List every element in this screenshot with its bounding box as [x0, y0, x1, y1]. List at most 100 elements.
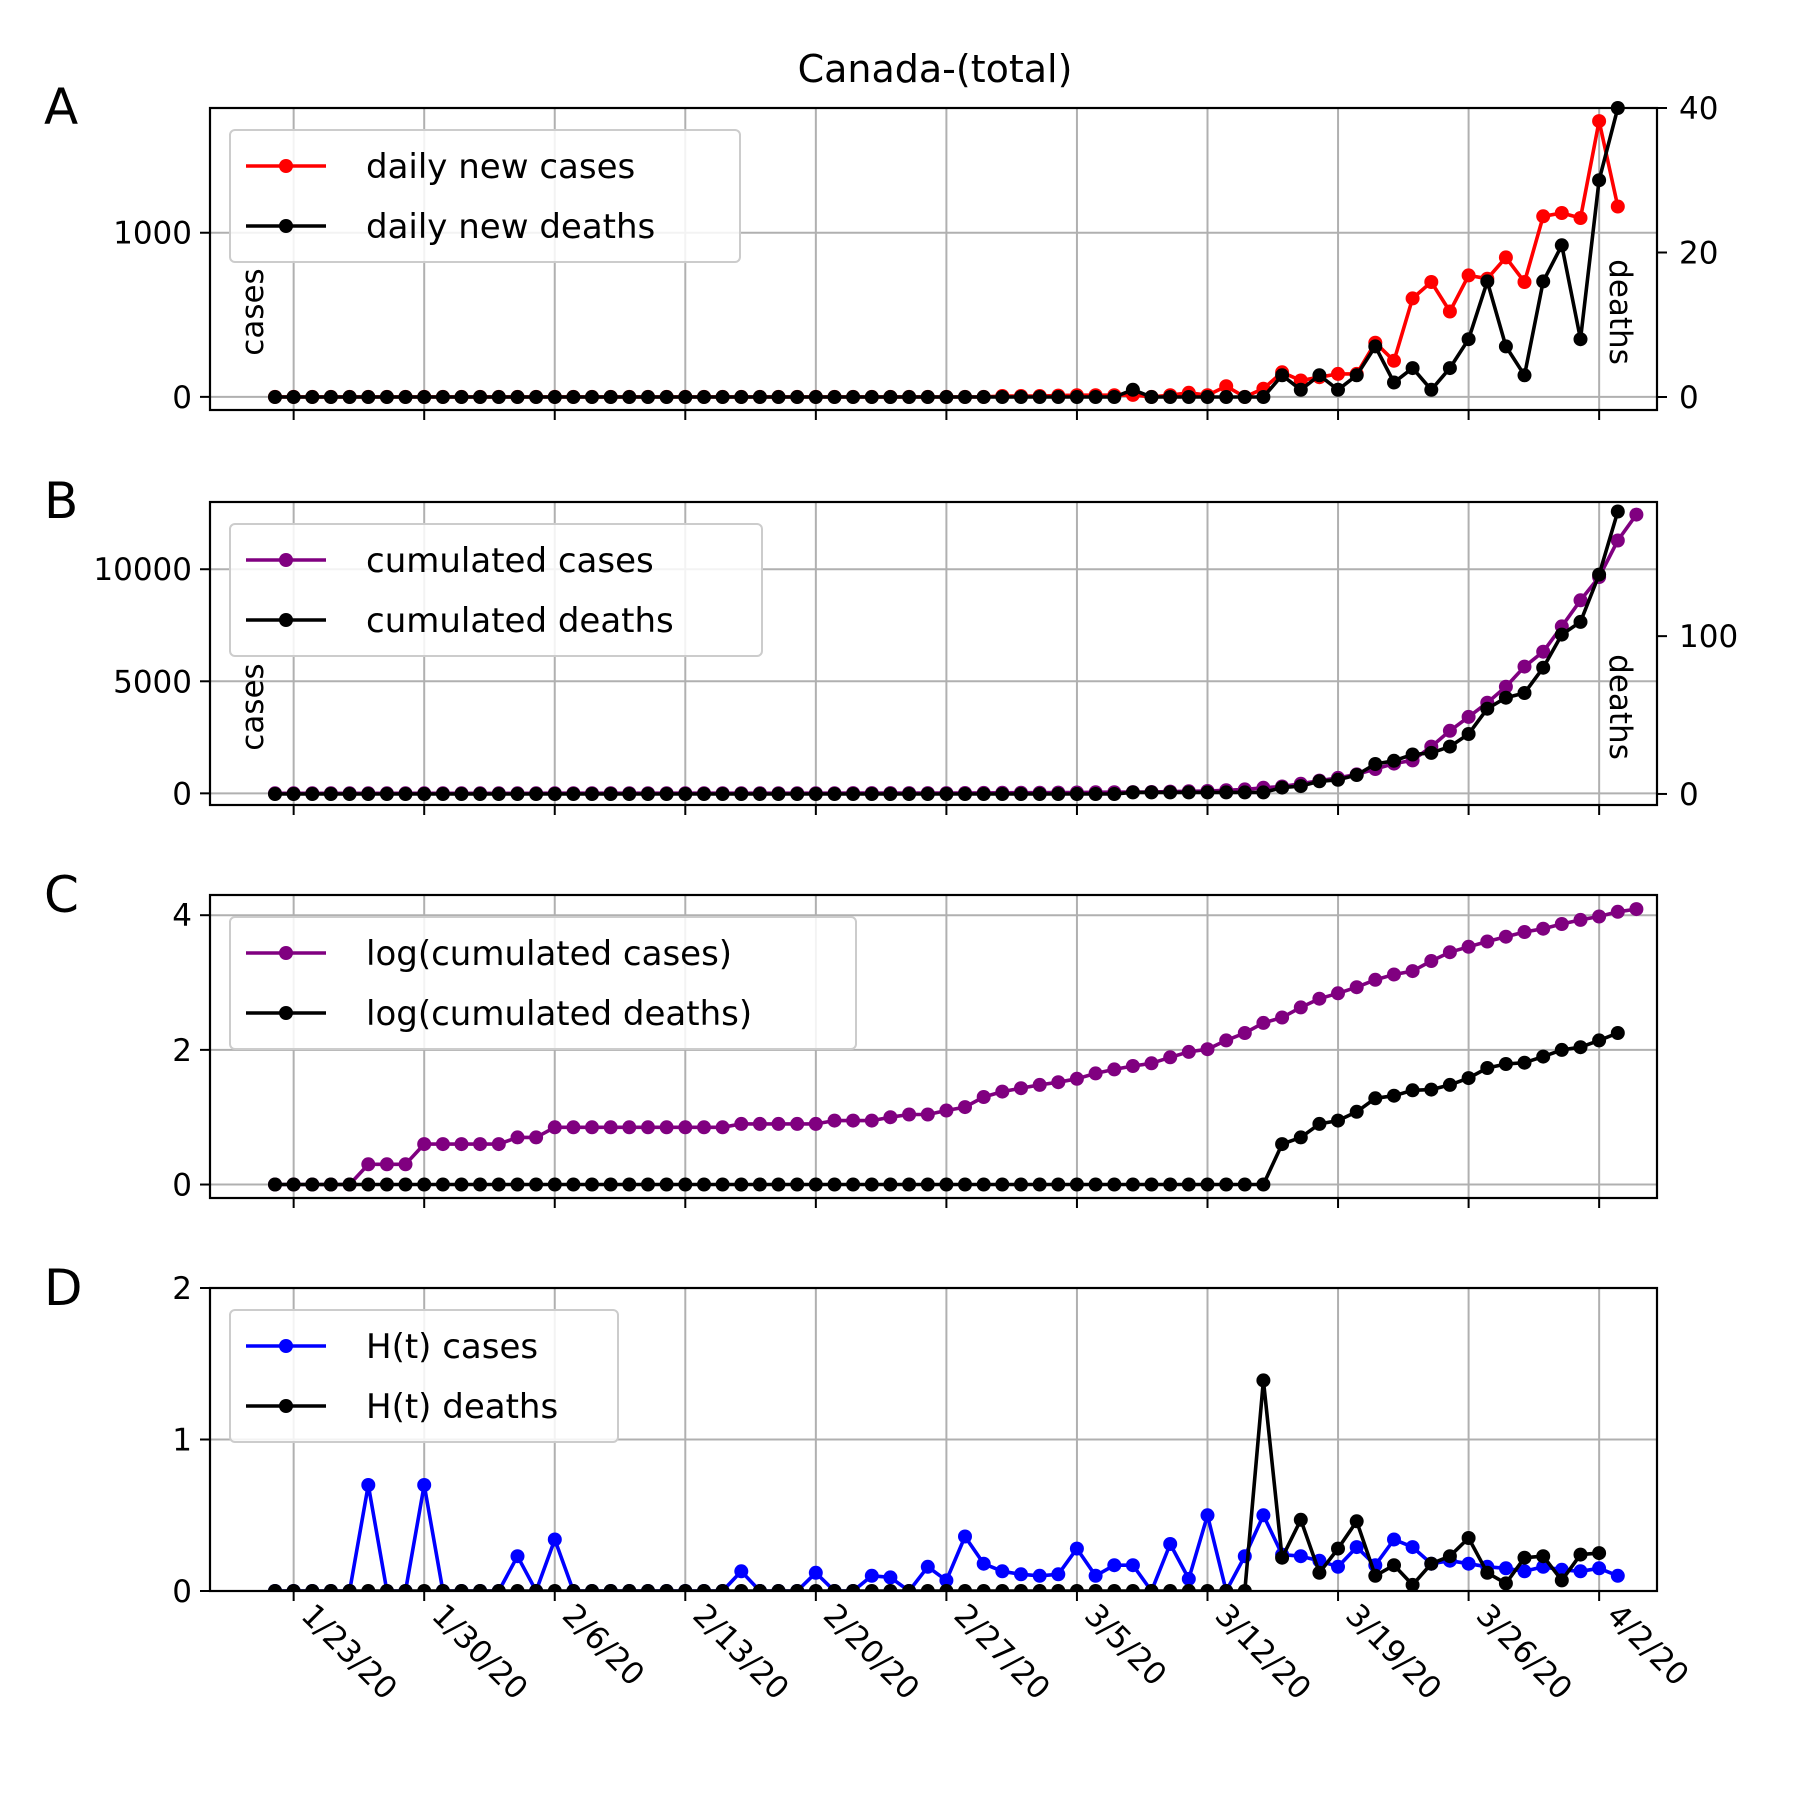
data-point: [1051, 1075, 1066, 1090]
data-point: [1461, 332, 1476, 347]
data-point: [1125, 382, 1140, 397]
data-point: [939, 787, 954, 801]
data-point: [864, 787, 879, 801]
data-point: [323, 1584, 338, 1591]
data-point: [995, 1084, 1010, 1099]
data-point: [995, 1564, 1010, 1579]
data-point: [1536, 1049, 1551, 1064]
data-point: [1181, 1177, 1196, 1192]
data-point: [808, 1177, 823, 1192]
data-point: [1517, 1055, 1532, 1070]
data-point: [939, 1103, 954, 1118]
data-point: [361, 1478, 376, 1492]
data-point: [1498, 250, 1513, 265]
data-point: [734, 787, 749, 801]
data-point: [1498, 1561, 1513, 1576]
data-point: [1219, 1177, 1234, 1192]
y-right-tick-label: 20: [1679, 235, 1718, 271]
data-point: [1424, 745, 1439, 760]
data-point: [752, 1177, 767, 1192]
data-point: [976, 1556, 991, 1571]
data-point: [1517, 1550, 1532, 1565]
data-point: [454, 1137, 469, 1152]
data-point: [1275, 1010, 1290, 1025]
y-right-tick-label: 0: [1679, 380, 1699, 416]
legend-label: cumulated deaths: [366, 601, 674, 641]
data-point: [529, 1177, 544, 1192]
data-point: [864, 1177, 879, 1192]
data-point: [846, 1584, 861, 1591]
data-point: [1200, 1508, 1215, 1523]
data-point: [641, 1177, 655, 1192]
data-point: [715, 787, 730, 801]
data-point: [473, 390, 488, 404]
data-point: [808, 390, 823, 404]
series-1: [268, 1373, 1607, 1591]
data-point: [1349, 980, 1364, 995]
data-point: [473, 1584, 488, 1591]
data-point: [1349, 1104, 1364, 1119]
y-right-tick-label: 40: [1679, 91, 1718, 127]
data-point: [566, 1584, 581, 1591]
data-point: [603, 787, 618, 801]
y-tick-label: 2: [172, 1271, 192, 1307]
legend-marker: [279, 946, 293, 960]
legend-box: [229, 1309, 619, 1443]
data-point: [1051, 1567, 1066, 1582]
data-point: [417, 1137, 432, 1152]
data-point: [398, 787, 413, 801]
data-point: [1200, 390, 1215, 404]
data-point: [1200, 1177, 1215, 1192]
data-point: [1219, 785, 1234, 800]
data-point: [678, 1177, 693, 1192]
data-point: [1032, 1568, 1047, 1583]
y-right-tick-label: 0: [1679, 777, 1699, 813]
data-point: [1144, 1177, 1159, 1192]
x-tick-label: 2/27/20: [947, 1597, 1057, 1707]
data-point: [603, 390, 618, 404]
data-point: [547, 1584, 562, 1591]
data-point: [1629, 507, 1644, 522]
plot-frame: [208, 500, 1659, 807]
data-point: [1293, 1000, 1308, 1015]
data-point: [827, 390, 842, 404]
y-tick-label: 1: [172, 1423, 192, 1459]
data-point: [1107, 390, 1122, 404]
data-point: [417, 787, 432, 801]
data-point: [1461, 1556, 1476, 1571]
data-point: [1405, 747, 1420, 762]
data-point: [1163, 785, 1178, 800]
data-point: [529, 390, 544, 404]
data-point: [1088, 1066, 1103, 1081]
data-point: [883, 1110, 898, 1125]
data-point: [1517, 659, 1532, 674]
legend-marker: [279, 1399, 293, 1413]
data-point: [976, 787, 991, 801]
data-point: [398, 1157, 413, 1172]
data-point: [659, 1584, 674, 1591]
data-point: [1181, 1044, 1196, 1059]
data-point: [1387, 967, 1401, 982]
data-point: [1405, 291, 1420, 306]
legend: log(cumulated cases) log(cumulated deaths…: [229, 916, 857, 1050]
data-point: [585, 390, 599, 404]
data-point: [1032, 1177, 1047, 1192]
data-point: [1554, 1573, 1569, 1588]
data-point: [1163, 1050, 1178, 1065]
data-point: [1554, 917, 1569, 931]
data-point: [864, 1568, 879, 1583]
data-point: [1592, 1561, 1607, 1576]
data-point: [1088, 1584, 1103, 1591]
data-point: [920, 787, 935, 801]
data-point: [454, 1584, 469, 1591]
data-point: [976, 1584, 991, 1591]
data-point: [268, 1584, 282, 1591]
data-point: [1088, 787, 1103, 801]
data-point: [1573, 1040, 1588, 1055]
data-point: [771, 1584, 786, 1591]
y-right-tick-label: 100: [1679, 619, 1738, 655]
x-tick-label: 3/12/20: [1208, 1597, 1318, 1707]
data-point: [1312, 1565, 1327, 1580]
data-point: [1387, 1532, 1401, 1547]
